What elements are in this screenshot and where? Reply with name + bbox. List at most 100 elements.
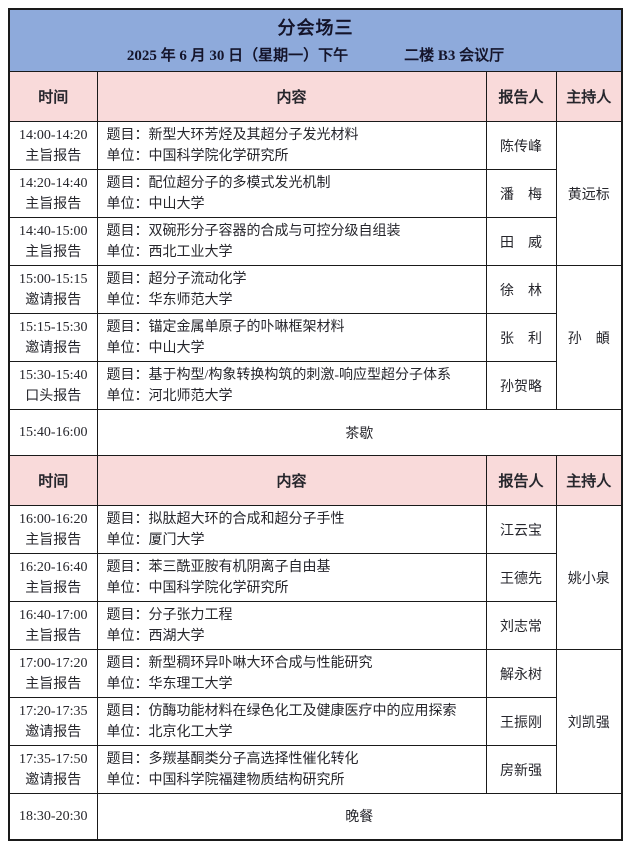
- session-title: 分会场三: [277, 18, 354, 38]
- talk-affiliation: 单位：中国科学院化学研究所: [106, 580, 289, 596]
- talk-content: 题目：新型大环芳烃及其超分子发光材料 单位：中国科学院化学研究所: [96, 121, 487, 170]
- speaker-name: 江云宝: [485, 505, 557, 554]
- speaker-name: 田 威: [485, 217, 557, 266]
- speaker-name: 王德先: [485, 553, 557, 602]
- talk-row: 14:40-15:00 主旨报告 题目：双碗形分子容器的合成与可控分级自组装 单…: [8, 217, 622, 266]
- talk-title: 题目：仿酶功能材料在绿色化工及健康医疗中的应用探索: [106, 703, 457, 719]
- talk-type: 主旨报告: [25, 580, 82, 596]
- talk-type: 主旨报告: [25, 532, 82, 548]
- talk-title: 题目：超分子流动化学: [106, 271, 247, 287]
- talk-title: 题目：锚定金属单原子的卟啉框架材料: [106, 319, 345, 335]
- talk-row: 16:00-16:20 主旨报告 题目：拟肽超大环的合成和超分子手性 单位：厦门…: [8, 505, 623, 650]
- session-banner: 分会场三 2025 年 6 月 30 日（星期一）下午 二楼 B3 会议厅: [8, 8, 623, 72]
- talk-title: 题目：苯三酰亚胺有机阴离子自由基: [106, 559, 331, 575]
- talk-row: 14:20-14:40 主旨报告 题目：配位超分子的多模式发光机制 单位：中山大…: [8, 169, 622, 218]
- time-slot: 14:40-15:00 主旨报告: [8, 217, 98, 266]
- talk-type: 主旨报告: [25, 196, 82, 212]
- time-range: 14:40-15:00: [19, 223, 88, 239]
- talk-affiliation: 单位：华东师范大学: [106, 292, 233, 308]
- speaker-name: 王振刚: [485, 697, 557, 746]
- talk-affiliation: 单位：厦门大学: [106, 532, 205, 548]
- speaker-name: 陈传峰: [485, 121, 557, 170]
- col-header-content: 内容: [96, 455, 487, 506]
- time-range: 17:20-17:35: [19, 703, 88, 719]
- talk-row: 15:30-15:40 口头报告 题目：基于构型/构象转换构筑的刺激-响应型超分…: [8, 361, 622, 410]
- speaker-name: 刘志常: [485, 601, 557, 650]
- talk-row: 15:15-15:30 邀请报告 题目：锚定金属单原子的卟啉框架材料 单位：中山…: [8, 313, 622, 362]
- talk-content: 题目：基于构型/构象转换构筑的刺激-响应型超分子体系 单位：河北师范大学: [96, 361, 487, 410]
- tea-break-label: 茶歇: [96, 409, 623, 456]
- talk-content: 题目：双碗形分子容器的合成与可控分级自组装 单位：西北工业大学: [96, 217, 487, 266]
- time-slot: 17:35-17:50 邀请报告: [8, 745, 98, 794]
- column-header-row-1: 时间 内容 报告人 主持人: [8, 71, 623, 122]
- time-range: 14:20-14:40: [19, 175, 88, 191]
- talk-row: 14:00-14:20 主旨报告 题目：新型大环芳烃及其超分子发光材料 单位：中…: [8, 121, 623, 266]
- col-header-time: 时间: [8, 455, 98, 506]
- talk-row: 17:00-17:20 主旨报告 题目：新型稠环异卟啉大环合成与性能研究 单位：…: [8, 649, 623, 794]
- schedule-table: 分会场三 2025 年 6 月 30 日（星期一）下午 二楼 B3 会议厅 时间…: [8, 8, 624, 841]
- talk-title: 题目：配位超分子的多模式发光机制: [106, 175, 331, 191]
- talk-type: 主旨报告: [25, 676, 82, 692]
- talk-affiliation: 单位：西北工业大学: [106, 244, 233, 260]
- chair-name: 黄远标: [555, 121, 623, 266]
- tea-break-row: 15:40-16:00 茶歇: [8, 409, 623, 456]
- talk-row: 16:20-16:40 主旨报告 题目：苯三酰亚胺有机阴离子自由基 单位：中国科…: [8, 553, 622, 602]
- dinner-row: 18:30-20:30 晚餐: [8, 793, 623, 840]
- talk-affiliation: 单位：北京化工大学: [106, 724, 233, 740]
- time-range: 15:15-15:30: [19, 319, 88, 335]
- chair-name: 姚小泉: [555, 505, 623, 650]
- time-slot: 17:20-17:35 邀请报告: [8, 697, 98, 746]
- time-slot: 15:40-16:00: [8, 409, 98, 456]
- talk-row: 15:00-15:15 邀请报告 题目：超分子流动化学 单位：华东师范大学 徐 …: [8, 265, 623, 410]
- column-header-row-2: 时间 内容 报告人 主持人: [8, 455, 623, 506]
- time-slot: 15:30-15:40 口头报告: [8, 361, 98, 410]
- time-slot: 15:15-15:30 邀请报告: [8, 313, 98, 362]
- col-header-speaker: 报告人: [485, 71, 557, 122]
- talk-content: 题目：拟肽超大环的合成和超分子手性 单位：厦门大学: [96, 505, 487, 554]
- talk-content: 题目：新型稠环异卟啉大环合成与性能研究 单位：华东理工大学: [96, 649, 487, 698]
- talk-row: 17:20-17:35 邀请报告 题目：仿酶功能材料在绿色化工及健康医疗中的应用…: [8, 697, 622, 746]
- time-range: 16:20-16:40: [19, 559, 88, 575]
- talk-affiliation: 单位：中山大学: [106, 340, 205, 356]
- time-range: 14:00-14:20: [19, 127, 88, 143]
- chair-name: 孙 頔: [555, 265, 623, 410]
- talk-type: 主旨报告: [25, 244, 82, 260]
- talk-affiliation: 单位：西湖大学: [106, 628, 205, 644]
- col-header-chair: 主持人: [555, 455, 623, 506]
- time-slot: 15:00-15:15 邀请报告: [8, 265, 98, 314]
- speaker-name: 潘 梅: [485, 169, 557, 218]
- talk-type: 口头报告: [25, 388, 82, 404]
- speaker-name: 徐 林: [485, 265, 557, 314]
- talk-title: 题目：新型稠环异卟啉大环合成与性能研究: [106, 655, 373, 671]
- session-venue: 二楼 B3 会议厅: [404, 48, 505, 64]
- time-range: 15:30-15:40: [19, 367, 88, 383]
- speaker-name: 孙贺略: [485, 361, 557, 410]
- session-subtitle: 2025 年 6 月 30 日（星期一）下午 二楼 B3 会议厅: [10, 44, 621, 65]
- col-header-speaker: 报告人: [485, 455, 557, 506]
- talk-type: 邀请报告: [25, 292, 82, 308]
- speaker-name: 解永树: [485, 649, 557, 698]
- talk-affiliation: 单位：中山大学: [106, 196, 205, 212]
- dinner-label: 晚餐: [96, 793, 623, 840]
- talk-type: 邀请报告: [25, 724, 82, 740]
- talk-content: 题目：分子张力工程 单位：西湖大学: [96, 601, 487, 650]
- col-header-chair: 主持人: [555, 71, 623, 122]
- time-slot: 14:00-14:20 主旨报告: [8, 121, 98, 170]
- talk-affiliation: 单位：河北师范大学: [106, 388, 233, 404]
- time-slot: 17:00-17:20 主旨报告: [8, 649, 98, 698]
- speaker-name: 张 利: [485, 313, 557, 362]
- talk-title: 题目：分子张力工程: [106, 607, 233, 623]
- talk-title: 题目：基于构型/构象转换构筑的刺激-响应型超分子体系: [106, 367, 452, 383]
- speaker-name: 房新强: [485, 745, 557, 794]
- talk-type: 主旨报告: [25, 148, 82, 164]
- talk-content: 题目：锚定金属单原子的卟啉框架材料 单位：中山大学: [96, 313, 487, 362]
- talk-row: 16:40-17:00 主旨报告 题目：分子张力工程 单位：西湖大学 刘志常: [8, 601, 622, 650]
- talk-title: 题目：双碗形分子容器的合成与可控分级自组装: [106, 223, 401, 239]
- col-header-content: 内容: [96, 71, 487, 122]
- talk-content: 题目：配位超分子的多模式发光机制 单位：中山大学: [96, 169, 487, 218]
- time-slot: 16:00-16:20 主旨报告: [8, 505, 98, 554]
- talk-title: 题目：新型大环芳烃及其超分子发光材料: [106, 127, 359, 143]
- col-header-time: 时间: [8, 71, 98, 122]
- time-slot: 16:40-17:00 主旨报告: [8, 601, 98, 650]
- time-slot: 14:20-14:40 主旨报告: [8, 169, 98, 218]
